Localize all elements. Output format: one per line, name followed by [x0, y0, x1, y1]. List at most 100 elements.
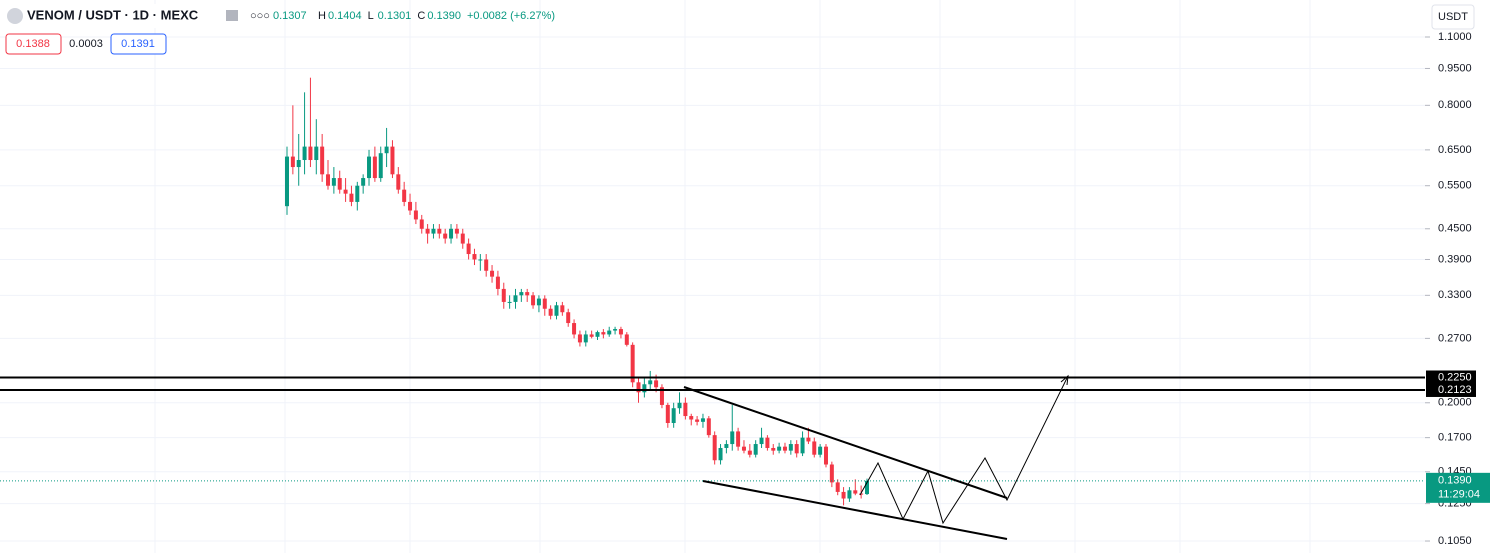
candle-body — [806, 437, 811, 442]
candle-body — [542, 298, 547, 309]
candle-body — [812, 441, 817, 455]
candle-body — [865, 480, 869, 495]
candle-body — [290, 156, 295, 168]
price-axis — [1425, 0, 1496, 553]
flag-icon[interactable] — [226, 10, 238, 21]
candle-body — [349, 193, 354, 202]
candle-body — [449, 228, 454, 239]
candle-body — [700, 418, 705, 422]
candle-body — [829, 464, 834, 483]
symbol-icon — [7, 8, 23, 24]
candle-body — [513, 295, 518, 302]
candle-body — [665, 404, 670, 424]
candle-body — [712, 435, 717, 461]
candle-body — [361, 178, 366, 186]
y-tick-label: 0.6500 — [1438, 144, 1472, 156]
y-tick-label: 0.5500 — [1438, 180, 1472, 192]
candle-body — [367, 156, 372, 179]
y-tick-label: 0.1700 — [1438, 432, 1472, 444]
candle-body — [566, 312, 571, 324]
candle-body — [472, 254, 477, 260]
candle-body — [765, 437, 770, 448]
candle-body — [583, 334, 588, 343]
candle-body — [519, 292, 524, 296]
change: +0.0082 (+6.27%) — [467, 10, 555, 22]
candle-body — [771, 447, 776, 451]
candle-body — [296, 160, 301, 168]
candle-body — [454, 228, 459, 234]
candle-body — [525, 292, 530, 296]
y-tick-label: 0.1050 — [1438, 535, 1472, 547]
candle-body — [413, 210, 418, 220]
y-tick-label: 0.3900 — [1438, 253, 1472, 265]
ohlc-value: 0.1404 — [328, 10, 362, 22]
candle-body — [823, 446, 828, 465]
candle-body — [607, 330, 612, 335]
candle-body — [642, 384, 647, 393]
buy-button[interactable] — [110, 33, 167, 55]
y-tick-label: 0.2000 — [1438, 397, 1472, 409]
candle-body — [495, 276, 500, 289]
candle-body — [736, 431, 741, 447]
candle-body — [677, 402, 682, 409]
candle-body — [531, 295, 536, 306]
spread: 0.0003 — [69, 38, 103, 50]
candle-body — [396, 174, 401, 190]
candle-body — [683, 402, 688, 417]
candle-body — [706, 418, 711, 436]
candle-body — [859, 493, 864, 495]
candle-body — [730, 431, 735, 445]
candle-body — [572, 323, 577, 335]
candle-body — [302, 146, 307, 161]
y-tick-label: 0.2700 — [1438, 332, 1472, 344]
candle-body — [314, 146, 319, 161]
candle-body — [853, 490, 858, 494]
candle-body — [554, 305, 559, 316]
sell-price[interactable]: 0.1388 — [16, 38, 50, 50]
ohlc-value: 0.1301 — [378, 10, 412, 22]
candle-body — [419, 219, 424, 229]
candle-body — [466, 243, 471, 255]
candle-body — [402, 189, 407, 202]
candle-body — [788, 444, 793, 451]
candle-body — [320, 146, 325, 175]
candle-body — [308, 146, 313, 161]
more-button[interactable]: ○○○ — [250, 10, 270, 22]
candle-body — [425, 228, 430, 234]
buy-price[interactable]: 0.1391 — [121, 38, 155, 50]
candle-body — [835, 482, 840, 492]
y-tick-label: 0.4500 — [1438, 223, 1472, 235]
candle-body — [636, 382, 641, 393]
currency[interactable]: USDT — [1438, 11, 1468, 23]
ohlc-value: 0.1390 — [427, 10, 461, 22]
candle-body — [384, 146, 389, 154]
candle-body — [630, 344, 635, 383]
open-value: 0.1307 — [273, 10, 307, 22]
candle-body — [460, 233, 465, 244]
candle-body — [337, 178, 342, 190]
y-tick-label: 0.9500 — [1438, 62, 1472, 74]
y-tick-label: 1.1000 — [1438, 31, 1472, 43]
time-grid — [154, 0, 1311, 553]
sell-button[interactable] — [5, 33, 62, 55]
candle-body — [847, 490, 852, 499]
candle-body — [741, 446, 746, 451]
y-tick-label: 0.3300 — [1438, 289, 1472, 301]
candle-body — [800, 437, 805, 454]
candle-body — [390, 146, 395, 175]
candle-body — [355, 185, 360, 202]
candle-body — [718, 447, 723, 461]
level-label-box — [1426, 382, 1476, 397]
candle-body — [484, 259, 489, 271]
last-price-box — [1426, 472, 1490, 503]
candle-body — [343, 189, 348, 194]
candle-body — [331, 178, 336, 186]
currency-button[interactable] — [1431, 4, 1475, 30]
ohlc-key: L — [368, 10, 374, 22]
candle-body — [443, 233, 448, 239]
candle-body — [753, 444, 758, 455]
candle-body — [507, 301, 512, 303]
ohlc-key: H — [318, 10, 326, 22]
level-label: 0.2123 — [1438, 384, 1472, 396]
candle-body — [378, 153, 383, 179]
